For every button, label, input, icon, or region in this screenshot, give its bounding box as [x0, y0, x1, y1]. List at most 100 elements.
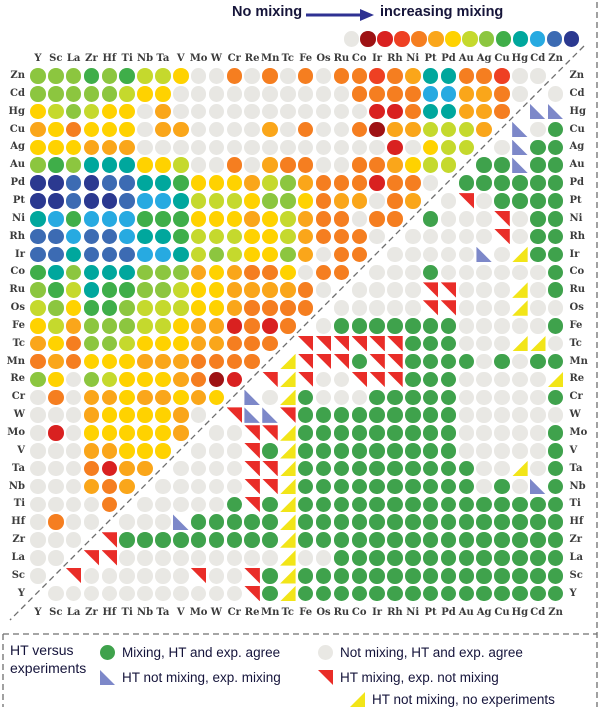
ht-mixing-exp-not-mixing-cell — [244, 478, 260, 495]
mixing-cell — [262, 211, 278, 227]
mixing-cell — [30, 532, 46, 548]
mixing-cell — [244, 318, 260, 334]
mixing-cell — [226, 246, 243, 263]
agree-not-mixing-cell — [476, 389, 492, 405]
mixing-cell — [387, 103, 403, 120]
mixing-cell — [155, 371, 171, 388]
agree-mixing-cell — [119, 532, 135, 548]
mixing-cell — [369, 86, 385, 102]
mixing-cell — [333, 175, 350, 191]
col-label-top: Pd — [441, 53, 456, 64]
agree-mixing-cell — [440, 371, 457, 388]
col-label-top: Au — [458, 53, 474, 64]
agree-not-mixing-cell — [547, 300, 564, 316]
mixing-cell — [83, 514, 100, 530]
agree-mixing-cell — [530, 193, 546, 209]
mixing-cell — [137, 139, 153, 156]
mixing-cell — [208, 68, 225, 84]
col-label-top: Pt — [424, 53, 437, 64]
agree-mixing-cell — [422, 443, 439, 459]
mixing-cell — [65, 460, 82, 477]
mixing-cell — [155, 157, 171, 173]
mixing-cell — [65, 532, 82, 548]
mixing-cell — [190, 68, 207, 84]
agree-mixing-cell — [547, 246, 564, 263]
row-label-left: La — [11, 551, 25, 563]
ht-not-mixing-exp-mixing-cell — [512, 157, 528, 173]
mixing-cell — [65, 103, 82, 120]
agree-not-mixing-cell — [315, 371, 332, 388]
mixing-cell — [440, 121, 457, 138]
agree-not-mixing-cell — [190, 550, 207, 566]
agree-mixing-cell — [440, 443, 457, 459]
mixing-cell — [173, 157, 189, 173]
agree-not-mixing-cell — [190, 478, 207, 495]
color-scale-dot — [529, 31, 546, 47]
mixing-cell — [30, 246, 46, 263]
agree-mixing-cell — [297, 407, 314, 423]
mixing-cell — [48, 389, 64, 405]
mixing-cell — [440, 157, 457, 173]
agree-not-mixing-cell — [530, 300, 546, 316]
agree-mixing-cell — [422, 550, 439, 566]
mixing-cell — [83, 460, 100, 477]
agree-not-mixing-cell — [476, 478, 492, 495]
mixing-cell — [155, 68, 171, 84]
agree-mixing-cell — [458, 175, 475, 191]
mixing-cell — [351, 103, 367, 120]
mixing-cell — [173, 371, 189, 388]
agree-mixing-cell — [208, 532, 225, 548]
ht-mixing-exp-not-mixing-cell — [244, 460, 260, 477]
agree-mixing-cell — [369, 550, 385, 566]
agree-not-mixing-cell — [262, 389, 278, 405]
mixing-cell — [48, 228, 64, 245]
ht-mixing-exp-not-mixing-cell — [101, 532, 118, 548]
agree-mixing-cell — [530, 211, 546, 227]
agree-mixing-cell — [315, 585, 332, 602]
agree-mixing-cell — [530, 246, 546, 263]
mixing-cell — [119, 68, 135, 84]
mixing-cell — [101, 282, 118, 298]
col-label-bottom: Fe — [299, 606, 313, 618]
mixing-cell — [297, 157, 314, 173]
mixing-cell — [244, 300, 260, 316]
ht-mixing-exp-not-mixing-cell — [190, 568, 207, 584]
ht-mixing-exp-not-mixing-cell — [494, 211, 510, 227]
agree-mixing-cell — [547, 193, 564, 209]
agree-not-mixing-cell — [369, 300, 385, 316]
mixing-cell — [155, 264, 171, 281]
mixing-cell — [244, 86, 260, 102]
mixing-cell — [173, 389, 189, 405]
agree-not-mixing-cell — [208, 443, 225, 459]
agree-mixing-cell — [351, 353, 367, 370]
agree-mixing-cell — [405, 514, 421, 530]
ht-not-mixing-no-experiments-cell — [280, 389, 296, 405]
agree-mixing-cell — [190, 514, 207, 530]
mixing-cell — [387, 121, 403, 138]
agree-mixing-cell — [405, 532, 421, 548]
mixing-cell — [476, 68, 492, 84]
bottom-legend-title-line1: HT versus — [10, 642, 74, 658]
mixing-cell — [65, 389, 82, 405]
color-scale-dot — [546, 31, 563, 47]
agree-not-mixing-cell — [547, 335, 564, 352]
agree-mixing-cell — [405, 585, 421, 602]
mixing-cell — [48, 139, 64, 156]
mixing-cell — [262, 68, 278, 84]
col-label-bottom: Rh — [387, 606, 403, 618]
agree-mixing-cell — [547, 121, 564, 138]
mixing-cell — [30, 193, 46, 209]
agree-mixing-cell — [440, 568, 457, 584]
mixing-cell — [280, 264, 296, 281]
mixing-cell — [190, 157, 207, 173]
agree-mixing-cell — [422, 568, 439, 584]
agree-not-mixing-cell — [226, 585, 243, 602]
agree-mixing-cell — [351, 407, 367, 423]
agree-mixing-cell — [333, 568, 350, 584]
mixing-cell — [155, 193, 171, 209]
ht-not-mixing-no-experiments-cell — [280, 550, 296, 566]
col-label-bottom: Os — [316, 606, 331, 618]
agree-mixing-cell — [297, 478, 314, 495]
mixing-cell — [244, 335, 260, 352]
ht-mixing-exp-not-mixing-cell — [262, 371, 278, 388]
